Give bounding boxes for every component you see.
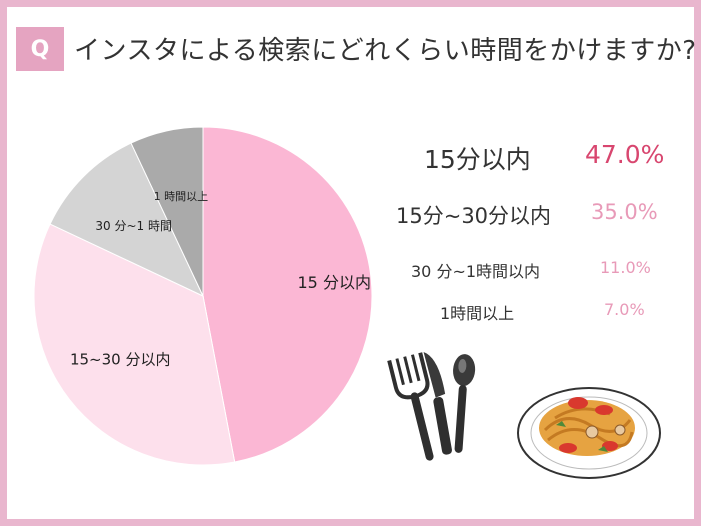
pie-slice-over-1h: [130, 126, 204, 297]
knife-icon: [423, 352, 452, 455]
question-badge: Q: [16, 27, 64, 71]
legend-row-30min-1h: 30 分~1時間以内 11.0%: [380, 258, 680, 284]
legend-label: 15分以内: [424, 145, 531, 174]
spoon-icon: [453, 354, 476, 453]
slice-label-over-1h: 1 時間以上: [154, 190, 209, 203]
fork-icon: [387, 352, 434, 461]
legend-row-over-1h: 1時間以上 7.0%: [380, 300, 680, 326]
chart-title: インスタによる検索にどれくらい時間をかけますか?: [74, 36, 697, 66]
pie-slice-30min-1h: [49, 142, 205, 298]
legend-row-15min: 15分以内 47.0%: [380, 140, 680, 180]
legend-value: 7.0%: [604, 300, 645, 319]
legend-value: 35.0%: [591, 200, 658, 224]
legend-row-15-30min: 15分~30分以内 35.0%: [380, 200, 680, 234]
slice-label-30min-1h: 30 分~1 時間: [95, 219, 172, 233]
pasta-plate-icon: [517, 387, 661, 479]
legend-value: 11.0%: [600, 258, 651, 277]
legend-label: 1時間以上: [440, 304, 515, 323]
slice-label-15-30min: 15~30 分以内: [70, 351, 171, 369]
legend-label: 30 分~1時間以内: [411, 262, 541, 281]
pie-slice-15min: [202, 126, 373, 463]
slice-label-15min: 15 分以内: [298, 273, 371, 292]
pie-slice-15-30min: [33, 223, 236, 466]
legend-value: 47.0%: [585, 140, 665, 169]
legend-label: 15分~30分以内: [396, 204, 552, 228]
